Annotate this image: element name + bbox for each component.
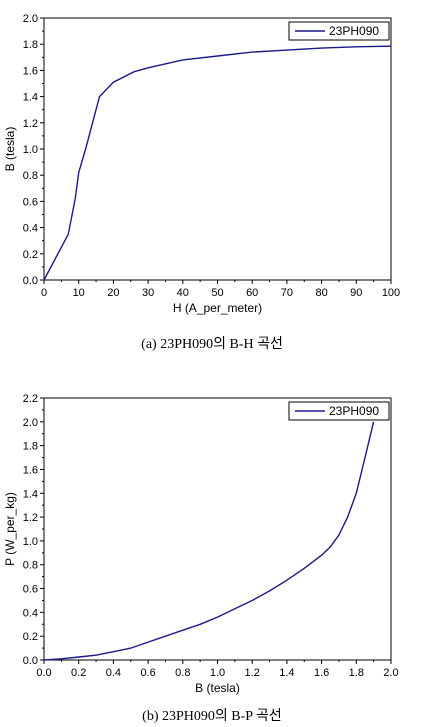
x-tick-label: 0 [41, 287, 47, 299]
x-axis-label: H (A_per_meter) [173, 301, 262, 315]
y-tick-label: 2.0 [23, 417, 38, 429]
legend: 23PH090 [288, 21, 390, 41]
legend-label: 23PH090 [329, 24, 379, 38]
y-tick-label: 1.6 [23, 464, 38, 476]
x-tick-label: 80 [315, 287, 327, 299]
x-tick-label: 0.4 [106, 667, 121, 679]
plot-frame [43, 397, 392, 661]
y-axis-label: B (tesla) [3, 127, 17, 172]
y-tick-label: 1.0 [23, 536, 38, 548]
y-tick-label: 0.4 [23, 607, 38, 619]
y-tick-label: 1.2 [23, 118, 38, 130]
x-tick-label: 1.6 [314, 667, 329, 679]
y-tick-label: 2.2 [23, 393, 38, 405]
y-tick-label: 1.6 [23, 65, 38, 77]
y-axis-label: P (W_per_kg) [3, 492, 17, 566]
bp-curve-chart: 0.0 0.2 0.4 0.6 0.8 1.0 1.2 1.4 1.6 1.8 2.0 0.0 0.2 0… [3, 393, 399, 695]
x-tick-label: 0.8 [175, 667, 190, 679]
x-tick-label: 20 [107, 287, 119, 299]
x-tick-label: 90 [350, 287, 362, 299]
y-tick-label: 1.8 [23, 39, 38, 51]
y-tick-label: 0.6 [23, 584, 38, 596]
x-tick-label: 70 [281, 287, 293, 299]
x-tick-label: 1.0 [210, 667, 225, 679]
x-tick-label: 100 [382, 287, 400, 299]
x-tick-label: 0.6 [140, 667, 155, 679]
y-tick-label: 0.4 [23, 223, 38, 235]
x-tick-label: 50 [211, 287, 223, 299]
chart-b-caption: (b) 23PH090의 B-P 곡선 [142, 709, 282, 724]
y-tick-label: 0.6 [23, 196, 38, 208]
x-tick-label: 2.0 [383, 667, 398, 679]
x-tick-label: 10 [73, 287, 85, 299]
bh-curve-chart: 0 10 20 30 40 50 60 70 80 90 100 0.0 0.2 0.4 0.6 0.8 1.0… [3, 13, 400, 315]
y-tick-label: 0.2 [23, 631, 38, 643]
y-tick-label: 0.0 [23, 655, 38, 667]
y-tick-label: 0.2 [23, 249, 38, 261]
x-tick-label: 30 [142, 287, 154, 299]
y-tick-label: 1.8 [23, 441, 38, 453]
x-axis-label: B (tesla) [195, 681, 240, 695]
x-tick-label: 1.4 [279, 667, 294, 679]
y-tick-label: 1.0 [23, 144, 38, 156]
plot-frame [43, 17, 392, 281]
y-tick-label: 1.4 [23, 488, 38, 500]
x-tick-label: 0.0 [36, 667, 51, 679]
legend-label: 23PH090 [329, 404, 379, 418]
y-tick-label: 0.0 [23, 275, 38, 287]
y-tick-label: 2.0 [23, 13, 38, 25]
legend-box [288, 21, 390, 41]
chart-a-caption: (a) 23PH090의 B-H 곡선 [141, 337, 283, 352]
y-tick-label: 0.8 [23, 170, 38, 182]
legend-box [288, 401, 390, 421]
x-tick-label: 1.2 [245, 667, 260, 679]
x-tick-label: 60 [246, 287, 258, 299]
y-tick-label: 0.8 [23, 560, 38, 572]
x-tick-label: 1.8 [349, 667, 364, 679]
y-tick-label: 1.2 [23, 512, 38, 524]
series-line [43, 45, 392, 281]
legend: 23PH090 [288, 401, 390, 421]
x-tick-label: 0.2 [71, 667, 86, 679]
x-tick-label: 40 [177, 287, 189, 299]
y-tick-label: 1.4 [23, 92, 38, 104]
series-line [43, 421, 375, 661]
